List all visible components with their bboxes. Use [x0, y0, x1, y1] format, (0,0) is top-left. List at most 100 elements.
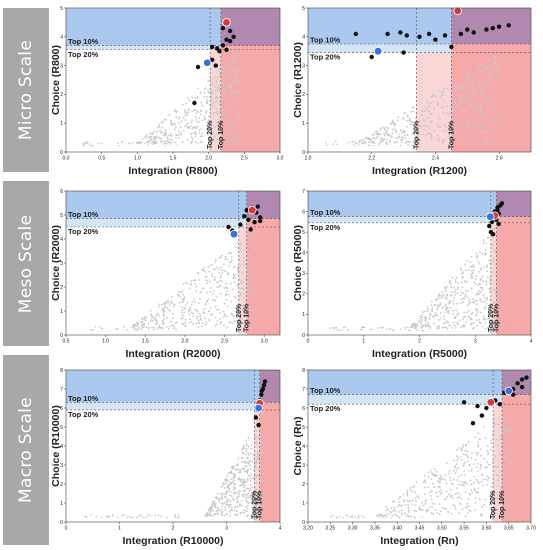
cloud-point	[471, 265, 474, 268]
cloud-point	[449, 294, 452, 296]
cloud-point	[226, 499, 229, 502]
cloud-point	[222, 316, 225, 318]
cloud-point	[459, 455, 462, 458]
cloud-point	[192, 137, 195, 140]
cloud-point	[107, 514, 109, 517]
cloud-point	[248, 235, 251, 238]
y-tick-label: 0	[302, 520, 305, 526]
cloud-point	[230, 252, 233, 255]
cloud-point	[484, 437, 487, 439]
cloud-point	[401, 509, 403, 512]
cloud-point	[478, 127, 481, 130]
cloud-point	[456, 119, 459, 122]
cloud-point	[236, 498, 238, 500]
cloud-point	[184, 318, 187, 321]
cloud-point	[220, 508, 223, 511]
cloud-point	[482, 266, 485, 269]
cloud-point	[177, 516, 180, 519]
top10-integration-region	[502, 394, 531, 522]
cloud-point	[470, 483, 473, 486]
cloud-point	[191, 96, 193, 99]
cloud-point	[219, 279, 222, 282]
highlight-point	[213, 63, 218, 68]
cloud-point	[226, 326, 228, 329]
cloud-point	[85, 515, 88, 518]
cloud-point	[223, 324, 225, 327]
cloud-point	[479, 463, 482, 466]
cloud-point	[494, 317, 496, 320]
cloud-point	[460, 123, 462, 126]
cloud-point	[252, 288, 254, 291]
cloud-point	[172, 327, 175, 330]
cloud-point	[442, 111, 445, 114]
cloud-point	[191, 110, 194, 113]
cloud-point	[156, 142, 159, 144]
cloud-point	[162, 134, 165, 137]
cloud-point	[499, 260, 502, 263]
cloud-point	[211, 83, 213, 86]
cloud-point	[504, 444, 507, 447]
top20-choice-label: Top 20%	[310, 404, 341, 413]
cloud-point	[144, 142, 146, 145]
cloud-point	[490, 72, 493, 75]
marker-blue	[254, 403, 263, 413]
cloud-point	[448, 312, 450, 315]
highlight-point	[210, 44, 215, 50]
cloud-point	[373, 142, 376, 145]
cloud-point	[214, 496, 217, 499]
cloud-point	[209, 511, 212, 514]
cloud-point	[194, 131, 197, 134]
cloud-point	[229, 107, 231, 110]
cloud-point	[214, 76, 216, 78]
cloud-point	[254, 259, 256, 262]
cloud-point	[464, 515, 467, 518]
cloud-point	[438, 304, 441, 307]
cloud-point	[174, 108, 177, 111]
cloud-point	[487, 72, 490, 75]
cloud-point	[187, 109, 190, 112]
cloud-point	[253, 280, 255, 282]
cloud-point	[194, 96, 197, 99]
cloud-point	[496, 300, 499, 303]
cloud-point	[230, 83, 233, 86]
cloud-point	[482, 65, 485, 68]
cloud-point	[242, 304, 244, 307]
cloud-point	[478, 498, 481, 501]
cloud-point	[342, 517, 344, 519]
cloud-point	[464, 315, 467, 318]
cloud-point	[210, 508, 213, 511]
cloud-point	[466, 259, 469, 262]
cloud-point	[126, 516, 128, 519]
cloud-point	[233, 475, 236, 477]
cloud-point	[224, 89, 227, 91]
cloud-point	[249, 255, 251, 258]
cloud-point	[507, 511, 510, 514]
cloud-point	[231, 91, 234, 94]
cloud-point	[232, 486, 235, 488]
cloud-point	[259, 453, 262, 456]
cloud-point	[182, 130, 185, 132]
cloud-point	[255, 474, 257, 477]
cloud-point	[351, 516, 353, 518]
cloud-point	[434, 473, 436, 476]
cloud-point	[469, 142, 471, 145]
cloud-point	[239, 291, 242, 294]
cloud-point	[431, 93, 434, 96]
y-tick-label: 2	[302, 482, 305, 488]
cloud-point	[459, 88, 462, 91]
cloud-point	[173, 141, 175, 143]
x-tick-label: 0	[307, 339, 310, 345]
cloud-point	[178, 291, 180, 293]
cloud-point	[511, 431, 514, 434]
cloud-point	[439, 489, 442, 491]
cloud-point	[496, 111, 499, 114]
cloud-point	[182, 323, 185, 325]
cloud-point	[250, 460, 253, 463]
cloud-point	[496, 68, 499, 71]
cloud-point	[406, 134, 409, 137]
cloud-point	[88, 143, 91, 145]
highlight-point	[398, 30, 403, 35]
cloud-point	[432, 513, 435, 515]
cloud-point	[497, 423, 500, 426]
cloud-point	[473, 111, 476, 113]
